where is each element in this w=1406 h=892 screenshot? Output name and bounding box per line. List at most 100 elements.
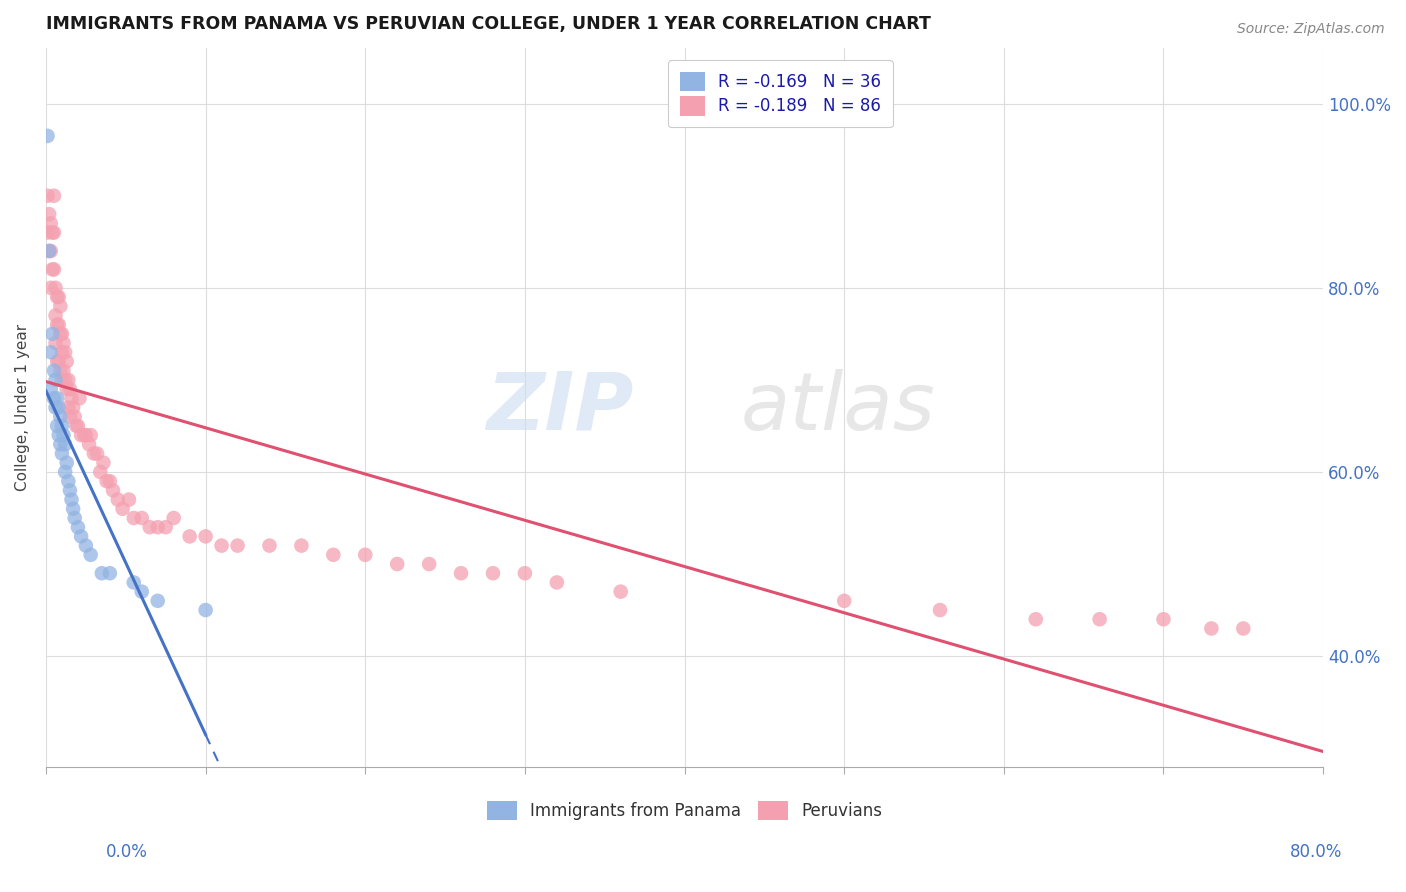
Point bbox=[60, 492, 83, 507]
Point bbox=[46, 290, 69, 304]
Point bbox=[832, 594, 855, 608]
Point bbox=[63, 409, 86, 424]
Point bbox=[98, 566, 121, 581]
Point bbox=[226, 539, 249, 553]
Point bbox=[55, 456, 77, 470]
Point bbox=[1232, 622, 1254, 636]
Point bbox=[58, 401, 80, 415]
Point bbox=[79, 428, 101, 442]
Point bbox=[39, 281, 62, 295]
Point bbox=[66, 520, 89, 534]
Point bbox=[75, 428, 97, 442]
Point bbox=[139, 520, 162, 534]
Point bbox=[122, 575, 145, 590]
Point bbox=[41, 226, 63, 240]
Point bbox=[51, 418, 73, 433]
Point bbox=[131, 584, 153, 599]
Point bbox=[42, 188, 65, 202]
Point bbox=[59, 483, 82, 498]
Point bbox=[41, 326, 63, 341]
Point bbox=[1201, 622, 1223, 636]
Text: 0.0%: 0.0% bbox=[105, 843, 148, 861]
Point bbox=[259, 539, 281, 553]
Point bbox=[48, 290, 70, 304]
Point bbox=[290, 539, 312, 553]
Point bbox=[59, 382, 82, 396]
Point bbox=[131, 511, 153, 525]
Point bbox=[51, 345, 73, 359]
Legend: Immigrants from Panama, Peruvians: Immigrants from Panama, Peruvians bbox=[481, 794, 889, 827]
Point bbox=[929, 603, 952, 617]
Point bbox=[146, 594, 169, 608]
Point bbox=[93, 456, 115, 470]
Point bbox=[322, 548, 344, 562]
Point bbox=[111, 501, 134, 516]
Point bbox=[546, 575, 568, 590]
Y-axis label: College, Under 1 year: College, Under 1 year bbox=[15, 324, 30, 491]
Point bbox=[89, 465, 111, 479]
Point bbox=[63, 511, 86, 525]
Point bbox=[37, 226, 59, 240]
Point bbox=[53, 437, 76, 451]
Point bbox=[1025, 612, 1047, 626]
Point bbox=[98, 474, 121, 488]
Point bbox=[45, 373, 67, 387]
Point bbox=[51, 326, 73, 341]
Point bbox=[79, 548, 101, 562]
Point bbox=[48, 428, 70, 442]
Point bbox=[48, 401, 70, 415]
Point bbox=[42, 226, 65, 240]
Text: ZIP: ZIP bbox=[486, 368, 634, 447]
Point bbox=[194, 603, 217, 617]
Point bbox=[118, 492, 141, 507]
Point bbox=[45, 309, 67, 323]
Point bbox=[45, 401, 67, 415]
Point bbox=[37, 128, 59, 143]
Point bbox=[37, 188, 59, 202]
Point bbox=[51, 373, 73, 387]
Point bbox=[46, 318, 69, 332]
Point bbox=[60, 392, 83, 406]
Point bbox=[52, 364, 75, 378]
Point bbox=[38, 244, 60, 258]
Point bbox=[609, 584, 631, 599]
Point bbox=[107, 492, 129, 507]
Point bbox=[39, 382, 62, 396]
Point bbox=[101, 483, 124, 498]
Point bbox=[86, 446, 108, 460]
Point bbox=[51, 446, 73, 460]
Point bbox=[513, 566, 536, 581]
Point bbox=[62, 501, 84, 516]
Point bbox=[46, 354, 69, 368]
Point bbox=[48, 354, 70, 368]
Point bbox=[70, 529, 93, 543]
Point bbox=[65, 418, 87, 433]
Point bbox=[45, 281, 67, 295]
Point bbox=[179, 529, 201, 543]
Point bbox=[55, 382, 77, 396]
Text: Source: ZipAtlas.com: Source: ZipAtlas.com bbox=[1237, 22, 1385, 37]
Point bbox=[49, 364, 72, 378]
Point bbox=[83, 446, 105, 460]
Point bbox=[58, 373, 80, 387]
Point bbox=[385, 557, 408, 571]
Point bbox=[354, 548, 377, 562]
Point bbox=[155, 520, 177, 534]
Point bbox=[418, 557, 440, 571]
Point bbox=[46, 418, 69, 433]
Point bbox=[42, 364, 65, 378]
Point bbox=[146, 520, 169, 534]
Text: atlas: atlas bbox=[741, 368, 935, 447]
Point bbox=[122, 511, 145, 525]
Point bbox=[39, 244, 62, 258]
Point bbox=[53, 465, 76, 479]
Point bbox=[66, 418, 89, 433]
Point bbox=[48, 318, 70, 332]
Point bbox=[39, 345, 62, 359]
Point bbox=[42, 392, 65, 406]
Point bbox=[53, 345, 76, 359]
Point bbox=[450, 566, 472, 581]
Point bbox=[58, 474, 80, 488]
Point bbox=[59, 409, 82, 424]
Point bbox=[77, 437, 100, 451]
